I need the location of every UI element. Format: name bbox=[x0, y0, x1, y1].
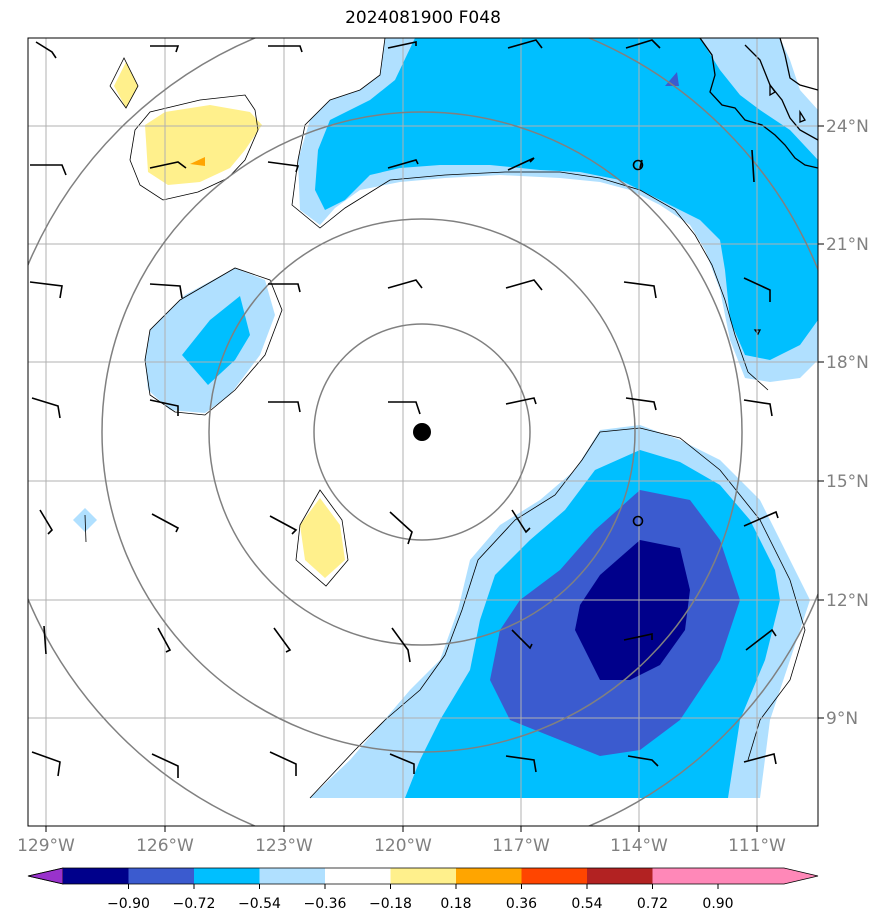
lon-label: 126°W bbox=[136, 836, 194, 856]
lat-label: 12°N bbox=[826, 591, 869, 611]
lat-label: 24°N bbox=[826, 117, 869, 137]
anomaly-fill-yellow-center bbox=[300, 498, 345, 578]
lon-label: 114°W bbox=[610, 836, 668, 856]
colorbar-tick-label: −0.72 bbox=[173, 896, 216, 912]
colorbar-tick-label: 0.36 bbox=[506, 896, 537, 912]
colorbar-segment bbox=[194, 868, 260, 884]
lon-label: 117°W bbox=[492, 836, 550, 856]
colorbar-segment bbox=[63, 868, 129, 884]
anomaly-fill-deep-sky-blue-north bbox=[315, 38, 818, 360]
map-frame bbox=[27, 37, 819, 827]
lon-label: 111°W bbox=[728, 836, 786, 856]
lat-label: 18°N bbox=[826, 353, 869, 373]
colorbar-tick-label: 0.18 bbox=[440, 896, 471, 912]
lon-label: 120°W bbox=[374, 836, 432, 856]
graticule bbox=[28, 38, 818, 826]
colorbar: −0.90 −0.72 −0.54 −0.36 −0.18 0.18 0.36 … bbox=[27, 867, 819, 912]
colorbar-high-extend bbox=[718, 868, 818, 884]
colorbar-tick-label: 0.72 bbox=[637, 896, 668, 912]
lat-label: 15°N bbox=[826, 472, 869, 492]
map-title: 2024081900 F048 bbox=[345, 8, 501, 28]
colorbar-tick-label: 0.54 bbox=[571, 896, 602, 912]
longitude-labels: 129°W 126°W 123°W 120°W 117°W 114°W 111°… bbox=[17, 826, 786, 856]
wind-barbs bbox=[29, 39, 779, 778]
colorbar-segment bbox=[587, 868, 653, 884]
latitude-labels: 24°N 21°N 18°N 15°N 12°N 9°N bbox=[818, 117, 869, 729]
colorbar-segment bbox=[521, 868, 587, 884]
zero-contours bbox=[84, 38, 806, 799]
anomaly-fill-yellow-north-small bbox=[114, 62, 138, 108]
colorbar-segment bbox=[259, 868, 325, 884]
calm-wind-marker bbox=[632, 515, 644, 527]
coastline bbox=[699, 38, 818, 336]
anomaly-fill-yellow-north-large bbox=[145, 105, 262, 185]
anomaly-fill-orange-small bbox=[190, 157, 205, 166]
calm-wind-marker bbox=[632, 159, 644, 171]
colorbar-segment bbox=[390, 868, 456, 884]
colorbar-tick-label: −0.54 bbox=[238, 896, 281, 912]
lon-label: 129°W bbox=[17, 836, 75, 856]
anomaly-fill-deep-sky-blue-west bbox=[182, 296, 250, 385]
colorbar-tick-label: −0.90 bbox=[107, 896, 150, 912]
map-area bbox=[28, 38, 818, 826]
colorbar-low-extend bbox=[27, 867, 64, 885]
colorbar-segment bbox=[456, 868, 522, 884]
colorbar-tick-label: −0.18 bbox=[369, 896, 412, 912]
colorbar-segment bbox=[652, 868, 718, 884]
colorbar-segment bbox=[128, 868, 194, 884]
lat-label: 9°N bbox=[826, 709, 858, 729]
colorbar-tick-label: 0.90 bbox=[702, 896, 733, 912]
colorbar-tick-label: −0.36 bbox=[304, 896, 347, 912]
colorbar-segment bbox=[325, 868, 391, 884]
storm-center-marker bbox=[413, 423, 431, 441]
range-rings bbox=[28, 38, 818, 826]
lon-label: 123°W bbox=[255, 836, 313, 856]
lat-label: 21°N bbox=[826, 235, 869, 255]
